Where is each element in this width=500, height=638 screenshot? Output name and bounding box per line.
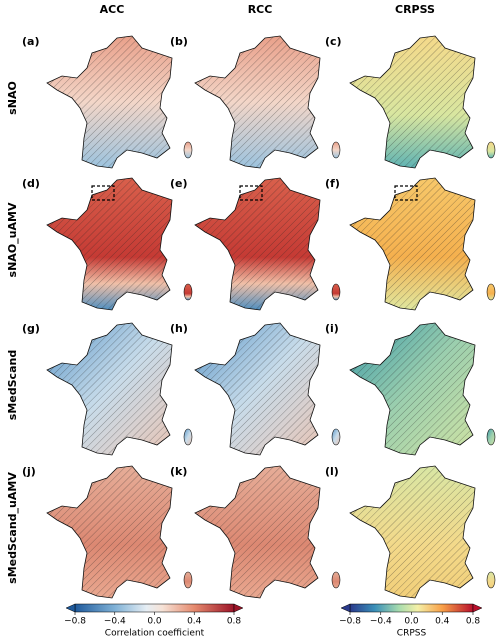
map-panel bbox=[46, 177, 193, 311]
map-panel bbox=[194, 322, 341, 456]
row-label: sMedScand bbox=[6, 350, 19, 420]
france-hatch bbox=[350, 466, 475, 598]
france-hatch bbox=[47, 178, 172, 310]
column-title: RCC bbox=[248, 3, 273, 16]
corsica bbox=[486, 571, 496, 589]
map-panel bbox=[349, 322, 496, 456]
france-hatch bbox=[195, 466, 320, 598]
corsica bbox=[331, 571, 341, 589]
france-hatch bbox=[350, 36, 475, 168]
colorbar-extend bbox=[340, 603, 351, 613]
corsica bbox=[183, 283, 193, 301]
colorbar-tick-label: 0.0 bbox=[147, 617, 162, 627]
colorbar-tick-label: 0.4 bbox=[187, 617, 202, 627]
panel-letter: (i) bbox=[325, 322, 339, 335]
colorbar-tick-label: −0.8 bbox=[64, 617, 86, 627]
colorbar-extend bbox=[233, 603, 244, 613]
corsica bbox=[331, 141, 341, 159]
colorbar-label: Correlation coefficient bbox=[105, 629, 205, 638]
column-title: ACC bbox=[100, 3, 125, 16]
colorbar-extend bbox=[65, 603, 76, 613]
france-hatch bbox=[47, 466, 172, 598]
france-hatch bbox=[350, 178, 475, 310]
colorbar-label: CRPSS bbox=[397, 629, 427, 638]
panel-letter: (a) bbox=[22, 35, 39, 48]
panel-letter: (j) bbox=[22, 465, 36, 478]
corsica bbox=[331, 428, 341, 446]
colorbar bbox=[74, 603, 235, 613]
map-panel bbox=[194, 465, 341, 599]
map-panel bbox=[349, 177, 496, 311]
map-panel bbox=[46, 465, 193, 599]
column-title: CRPSS bbox=[395, 3, 435, 16]
corsica bbox=[486, 141, 496, 159]
colorbar-tick-label: 0.8 bbox=[466, 617, 481, 627]
map-panel bbox=[194, 35, 341, 169]
row-label: sNAO bbox=[6, 81, 19, 115]
colorbar-tick-label: 0.0 bbox=[404, 617, 419, 627]
panel-letter: (f) bbox=[325, 177, 340, 190]
map-panel bbox=[349, 35, 496, 169]
row-label: sNAO_uAMV bbox=[6, 202, 19, 277]
france-hatch bbox=[47, 323, 172, 455]
map-panel bbox=[46, 35, 193, 169]
row-label: sMedScand_uAMV bbox=[6, 472, 19, 584]
corsica bbox=[486, 283, 496, 301]
colorbar-extend bbox=[472, 603, 483, 613]
map-panel bbox=[349, 465, 496, 599]
colorbar bbox=[349, 603, 474, 613]
colorbar-tick-label: −0.4 bbox=[370, 617, 392, 627]
panel-letter: (l) bbox=[325, 465, 339, 478]
france-hatch bbox=[195, 323, 320, 455]
panel-letter: (e) bbox=[170, 177, 188, 190]
panel-letter: (g) bbox=[22, 322, 40, 335]
corsica bbox=[183, 571, 193, 589]
corsica bbox=[486, 428, 496, 446]
panel-letter: (b) bbox=[170, 35, 188, 48]
panel-letter: (c) bbox=[325, 35, 342, 48]
corsica bbox=[183, 141, 193, 159]
map-panel bbox=[46, 322, 193, 456]
france-hatch bbox=[47, 36, 172, 168]
colorbar-tick-label: 0.4 bbox=[435, 617, 450, 627]
corsica bbox=[183, 428, 193, 446]
france-hatch bbox=[195, 36, 320, 168]
corsica bbox=[331, 283, 341, 301]
france-hatch bbox=[350, 323, 475, 455]
panel-letter: (k) bbox=[170, 465, 187, 478]
region-box bbox=[239, 185, 263, 201]
map-panel bbox=[194, 177, 341, 311]
region-box bbox=[394, 185, 418, 201]
colorbar-tick-label: −0.8 bbox=[339, 617, 361, 627]
colorbar-tick-label: −0.4 bbox=[104, 617, 126, 627]
panel-letter: (h) bbox=[170, 322, 188, 335]
panel-letter: (d) bbox=[22, 177, 40, 190]
france-hatch bbox=[195, 178, 320, 310]
region-box bbox=[91, 185, 115, 201]
colorbar-tick-label: 0.8 bbox=[227, 617, 242, 627]
